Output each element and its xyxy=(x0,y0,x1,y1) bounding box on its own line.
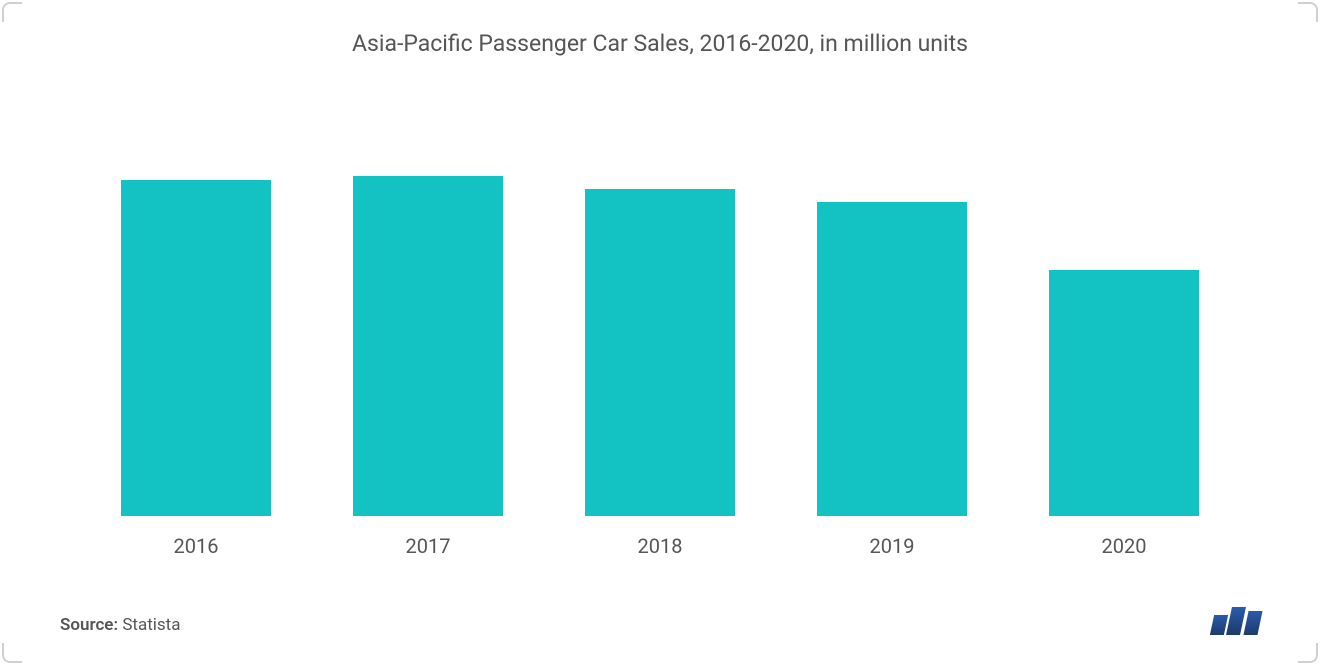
bar-group xyxy=(776,202,1008,517)
border-corner-tr xyxy=(1298,2,1318,22)
x-axis-label: 2020 xyxy=(1008,534,1240,558)
x-axis-label: 2019 xyxy=(776,534,1008,558)
x-axis-label: 2018 xyxy=(544,534,776,558)
bar-group xyxy=(1008,270,1240,517)
chart-footer: Source: Statista xyxy=(50,603,1270,645)
brand-logo-icon xyxy=(1212,603,1260,635)
bar-group xyxy=(544,189,776,516)
bar-group xyxy=(312,176,544,516)
bar xyxy=(817,202,967,517)
x-axis-labels: 20162017201820192020 xyxy=(50,526,1270,558)
border-corner-tl xyxy=(2,2,22,22)
border-corner-br xyxy=(1298,643,1318,663)
chart-container: Asia-Pacific Passenger Car Sales, 2016-2… xyxy=(0,0,1320,665)
chart-title: Asia-Pacific Passenger Car Sales, 2016-2… xyxy=(50,30,1270,57)
x-axis-label: 2016 xyxy=(80,534,312,558)
x-axis-label: 2017 xyxy=(312,534,544,558)
bar xyxy=(1049,270,1199,517)
bar-group xyxy=(80,180,312,516)
bar xyxy=(353,176,503,516)
bar xyxy=(585,189,735,516)
plot-area xyxy=(50,87,1270,526)
bar xyxy=(121,180,271,516)
source-value: Statista xyxy=(122,615,180,635)
source-label: Source: xyxy=(60,615,118,635)
border-corner-bl xyxy=(2,643,22,663)
source-attribution: Source: Statista xyxy=(60,615,181,635)
